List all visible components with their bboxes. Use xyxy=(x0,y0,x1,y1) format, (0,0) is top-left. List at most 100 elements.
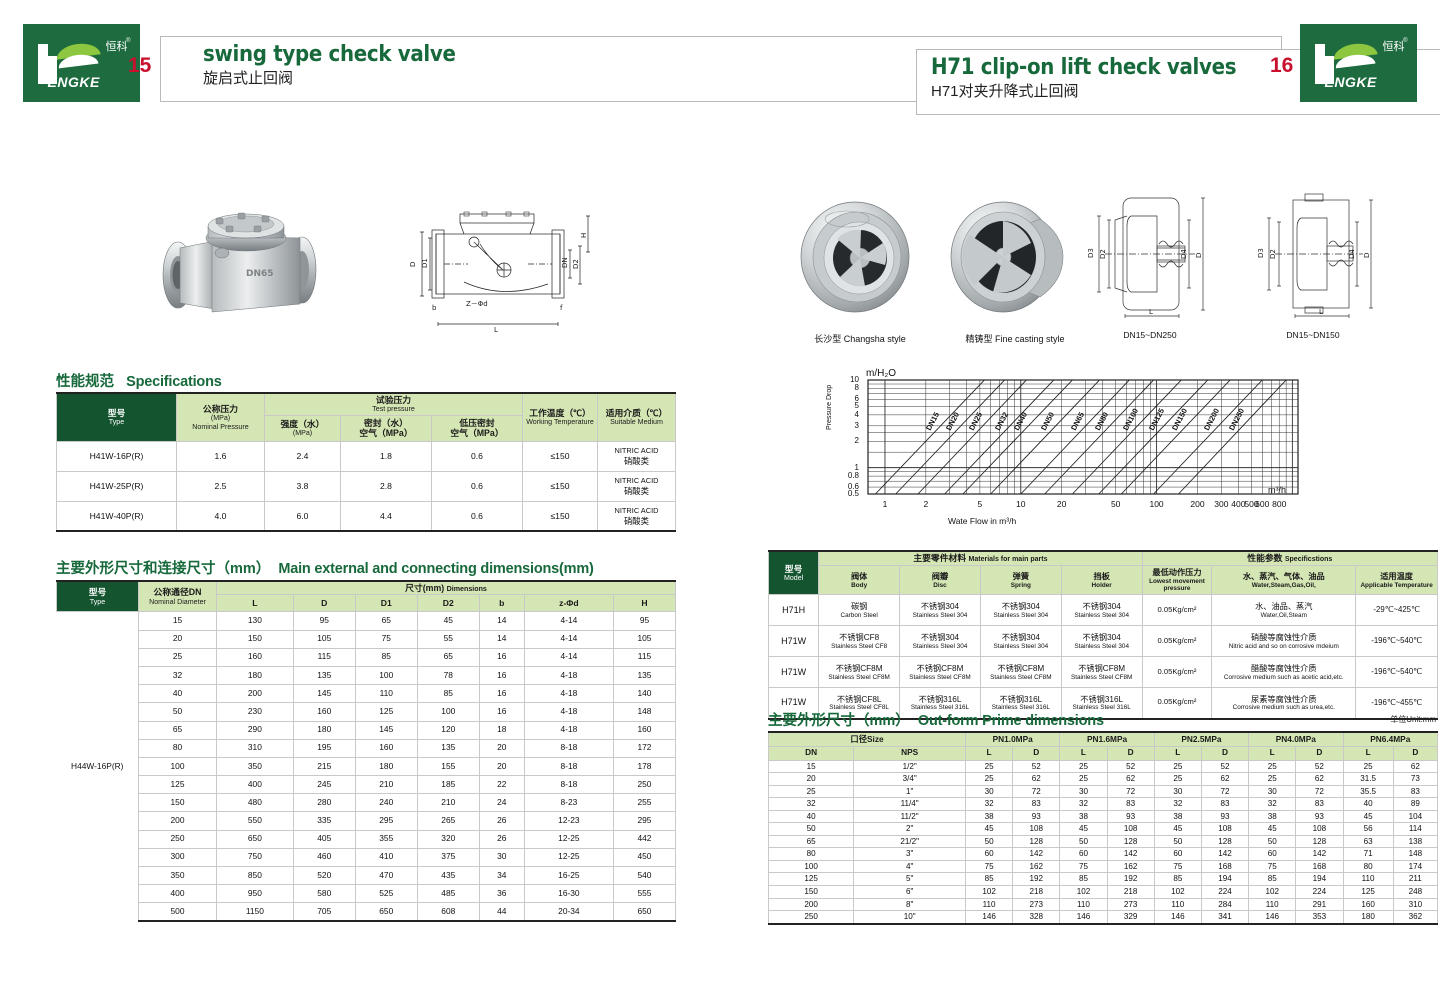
table-cell: 2.4 xyxy=(264,440,341,472)
hdr-nominal-cn: 公称压力 xyxy=(202,403,239,414)
table-cell: 950 xyxy=(216,884,294,904)
table-cell: 45 xyxy=(1153,822,1202,836)
table-cell: 185 xyxy=(416,775,480,795)
table-cell: 160 xyxy=(1342,897,1394,912)
table-cell: 50 xyxy=(1153,834,1202,849)
chart-y-tick: 0.5 xyxy=(847,489,859,498)
table-cell: 520 xyxy=(292,865,356,886)
svg-text:H: H xyxy=(580,233,588,238)
table-cell: 350 xyxy=(138,865,217,886)
table-cell: 1.6 xyxy=(176,440,265,472)
logo-cn-text: 恒科 xyxy=(105,41,128,53)
table-cell: 30 xyxy=(1059,784,1108,799)
table-cell: 72 xyxy=(1295,784,1344,799)
model-cell: H71W xyxy=(767,687,820,720)
table-cell: 11/4" xyxy=(853,797,966,811)
outform-header-row-2: DN NPS L D L D L D L D L D xyxy=(767,745,1439,761)
outform-section-title: 主要外形尺寸（mm） Out-form Prime dimensions xyxy=(768,709,1104,730)
page-header: 恒科 ® ENGKE 15 swing type check valve 旋启式… xyxy=(0,24,1440,115)
table-cell: 72 xyxy=(1200,784,1250,799)
specifications-table: 型号 Type 公称压力 (MPa) Nominal Pressure 试验压力… xyxy=(56,391,676,533)
outform-unit-note: 单位Unit:mm xyxy=(1390,715,1436,724)
table-cell: 45 xyxy=(1059,822,1108,836)
table-cell: 100 xyxy=(416,702,480,722)
table-cell: 不锈钢304 Stainless Steel 304 xyxy=(979,625,1062,658)
svg-text:Z－Φd: Z－Φd xyxy=(466,300,488,308)
table-cell: 50 xyxy=(1248,834,1297,849)
table-cell: 192 xyxy=(1106,872,1155,887)
table-cell: 155 xyxy=(416,756,480,777)
caption-cn: 精铸型 xyxy=(965,334,993,344)
table-cell: 291 xyxy=(1295,897,1344,912)
main-dimensions-table-wrap: 型号 Type 公称通径DN Nominal Diameter 尺寸(mm) D… xyxy=(56,580,677,923)
table-cell: 265 xyxy=(416,811,480,831)
swing-check-valve-section-drawing: D D1 DN D2 H L b f Z－Φd xyxy=(408,192,608,342)
table-cell: 650 xyxy=(216,829,294,849)
table-cell: 142 xyxy=(1200,847,1250,861)
hdr-dims-en: Dimensions xyxy=(446,585,487,593)
table-cell: 750 xyxy=(216,847,294,868)
table-cell: 不锈钢304 Stainless Steel 304 xyxy=(1060,594,1143,627)
table-cell: 128 xyxy=(1012,834,1061,849)
table-cell: 210 xyxy=(416,793,480,813)
table-cell: 550 xyxy=(216,811,294,831)
table-cell: 146 xyxy=(964,910,1014,925)
table-cell: 85 xyxy=(354,647,418,667)
table-cell: 12-25 xyxy=(523,829,614,849)
hdr-body-en: Body xyxy=(851,581,868,589)
table-cell: 555 xyxy=(612,884,677,904)
svg-text:L: L xyxy=(494,326,498,334)
table-cell: 83 xyxy=(1200,797,1250,811)
table-cell: 30 xyxy=(478,847,525,868)
table-cell: 0.6 xyxy=(430,500,524,533)
table-cell: 180 xyxy=(1342,910,1394,925)
table-cell: 1150 xyxy=(216,902,294,923)
table-cell: 410 xyxy=(354,847,418,868)
table-cell: 21/2" xyxy=(853,834,966,849)
table-cell: 3" xyxy=(853,847,966,861)
table-cell: 108 xyxy=(1295,822,1344,836)
table-row: 400 950 580 525 485 36 16-30 555 xyxy=(57,884,677,904)
table-row: 500 1150 705 650 608 44 20-34 650 xyxy=(57,902,677,923)
outform-dimensions-table: 口径Size PN1.0MPa PN1.6MPa PN2.5MPa PN4.0MPa PN… xyxy=(767,730,1439,925)
table-cell: 30 xyxy=(1248,784,1297,799)
table-cell: 150 xyxy=(138,793,217,813)
table-cell: 35.5 xyxy=(1342,784,1394,799)
dims-col-header: H xyxy=(612,594,677,613)
chart-x-tick: 1 xyxy=(882,499,888,509)
lift-check-valve-drawing-dn15-dn150: D3 D2 D4 D L xyxy=(1255,190,1415,330)
table-cell: 65 xyxy=(354,611,418,631)
svg-text:D3: D3 xyxy=(1087,248,1095,258)
table-cell: 240 xyxy=(354,793,418,813)
table-cell: 18 xyxy=(478,720,525,740)
table-cell: 210 xyxy=(354,775,418,795)
lift-check-valve-drawing-dn15-dn250: D3 D2 D4 D L xyxy=(1085,190,1245,330)
spec-title-cn: 性能规范 xyxy=(56,374,114,390)
hdr-size: 口径Size xyxy=(768,730,966,747)
table-cell: 不锈钢304 Stainless Steel 304 xyxy=(979,594,1062,627)
hdr-nominal-en: Nominal Pressure xyxy=(192,422,249,431)
table-cell: 180 xyxy=(292,720,356,740)
table-cell: H41W-40P(R) xyxy=(56,500,177,533)
registered-mark-icon: ® xyxy=(126,38,131,44)
hdr-spec-cn: 性能参数 xyxy=(1247,553,1283,563)
table-cell: 230 xyxy=(216,702,294,722)
table-cell: 162 xyxy=(1012,859,1061,874)
table-cell: 194 xyxy=(1200,872,1250,887)
table-cell: H41W-16P(R) xyxy=(56,440,177,472)
table-cell: 405 xyxy=(292,829,356,849)
table-cell: 8" xyxy=(853,897,966,912)
dims-col-header: z-Φd xyxy=(523,594,614,613)
table-cell: 38 xyxy=(1248,809,1297,824)
drawing-caption-dn15-dn150: DN15~DN150 xyxy=(1286,330,1340,340)
pressure-drop-flow-chart: m/H₂O Pressure Drop Wate Flow in m³/h m³… xyxy=(826,368,1308,533)
table-cell: 148 xyxy=(1392,847,1439,861)
table-cell: 355 xyxy=(354,829,418,849)
table-cell: 442 xyxy=(612,829,677,849)
svg-text:DN: DN xyxy=(561,257,569,268)
chart-x-tick: 100 xyxy=(1149,499,1164,509)
temperature-cell: -29℃~425℃ xyxy=(1355,594,1438,627)
temperature-cell: -196℃~540℃ xyxy=(1355,625,1438,658)
hdr-strength-unit: (MPa) xyxy=(292,429,313,438)
table-cell: 104 xyxy=(1392,809,1439,824)
